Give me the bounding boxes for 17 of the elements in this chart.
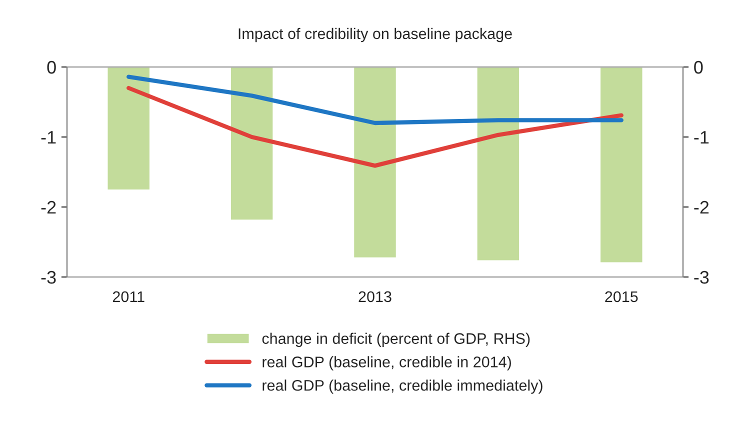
- y-tick-label: -2: [41, 200, 56, 214]
- y-tick-label: -3: [41, 270, 56, 284]
- legend-label: change in deficit (percent of GDP, RHS): [262, 332, 530, 347]
- y2-tick-label: -2: [694, 200, 709, 214]
- line-series: [126, 74, 624, 126]
- y2-tick-label: 0: [694, 60, 703, 74]
- y-tick-label: 0: [47, 60, 56, 74]
- chart-title: Impact of credibility on baseline package: [238, 28, 512, 42]
- legend-label: real GDP (baseline, credible in 2014): [262, 356, 511, 370]
- x-tick-label: 2015: [605, 291, 638, 302]
- legend-label: real GDP (baseline, credible immediately): [262, 380, 542, 394]
- y-tick-label: -1: [41, 131, 56, 144]
- x-tick-label: 2011: [112, 291, 144, 302]
- line-series: [126, 86, 624, 168]
- y2-tick-label: -1: [694, 131, 709, 144]
- y2-tick-label: -3: [694, 270, 709, 284]
- x-tick-label: 2013: [358, 291, 392, 302]
